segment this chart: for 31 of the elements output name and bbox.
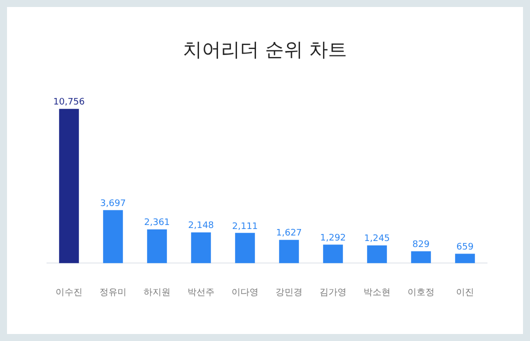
- x-tick-label: 이진: [456, 287, 474, 298]
- data-label: 10,756: [53, 98, 86, 108]
- bar: [235, 232, 255, 264]
- x-tick-label: 박선주: [188, 287, 214, 298]
- bar: [323, 244, 343, 264]
- bar: [147, 229, 167, 264]
- bar: [455, 254, 475, 264]
- bar: [59, 108, 79, 264]
- x-tick-label: 이다영: [232, 287, 258, 298]
- bar: [411, 251, 431, 264]
- data-label: 659: [456, 242, 474, 253]
- bar: [103, 210, 123, 264]
- bar: [279, 240, 299, 264]
- chart-title: 치어리더 순위 차트: [182, 38, 348, 63]
- data-label: 829: [412, 240, 430, 250]
- bar: [367, 245, 387, 264]
- x-tick-label: 하지원: [144, 287, 170, 298]
- data-label: 2,111: [232, 222, 258, 232]
- x-tick-label: 정유미: [100, 287, 126, 298]
- x-tick-label: 박소현: [364, 287, 390, 298]
- data-label: 1,292: [320, 234, 346, 244]
- data-label: 1,627: [276, 228, 302, 239]
- data-label: 1,245: [364, 234, 390, 244]
- x-tick-label: 강민경: [276, 287, 302, 298]
- x-tick-label: 김가영: [320, 287, 346, 298]
- bar: [191, 232, 211, 264]
- data-label: 2,148: [188, 221, 214, 232]
- x-tick-label: 이호정: [408, 287, 434, 298]
- data-label: 2,361: [144, 218, 170, 228]
- x-tick-label: 이수진: [56, 287, 82, 298]
- data-label: 3,697: [100, 198, 126, 209]
